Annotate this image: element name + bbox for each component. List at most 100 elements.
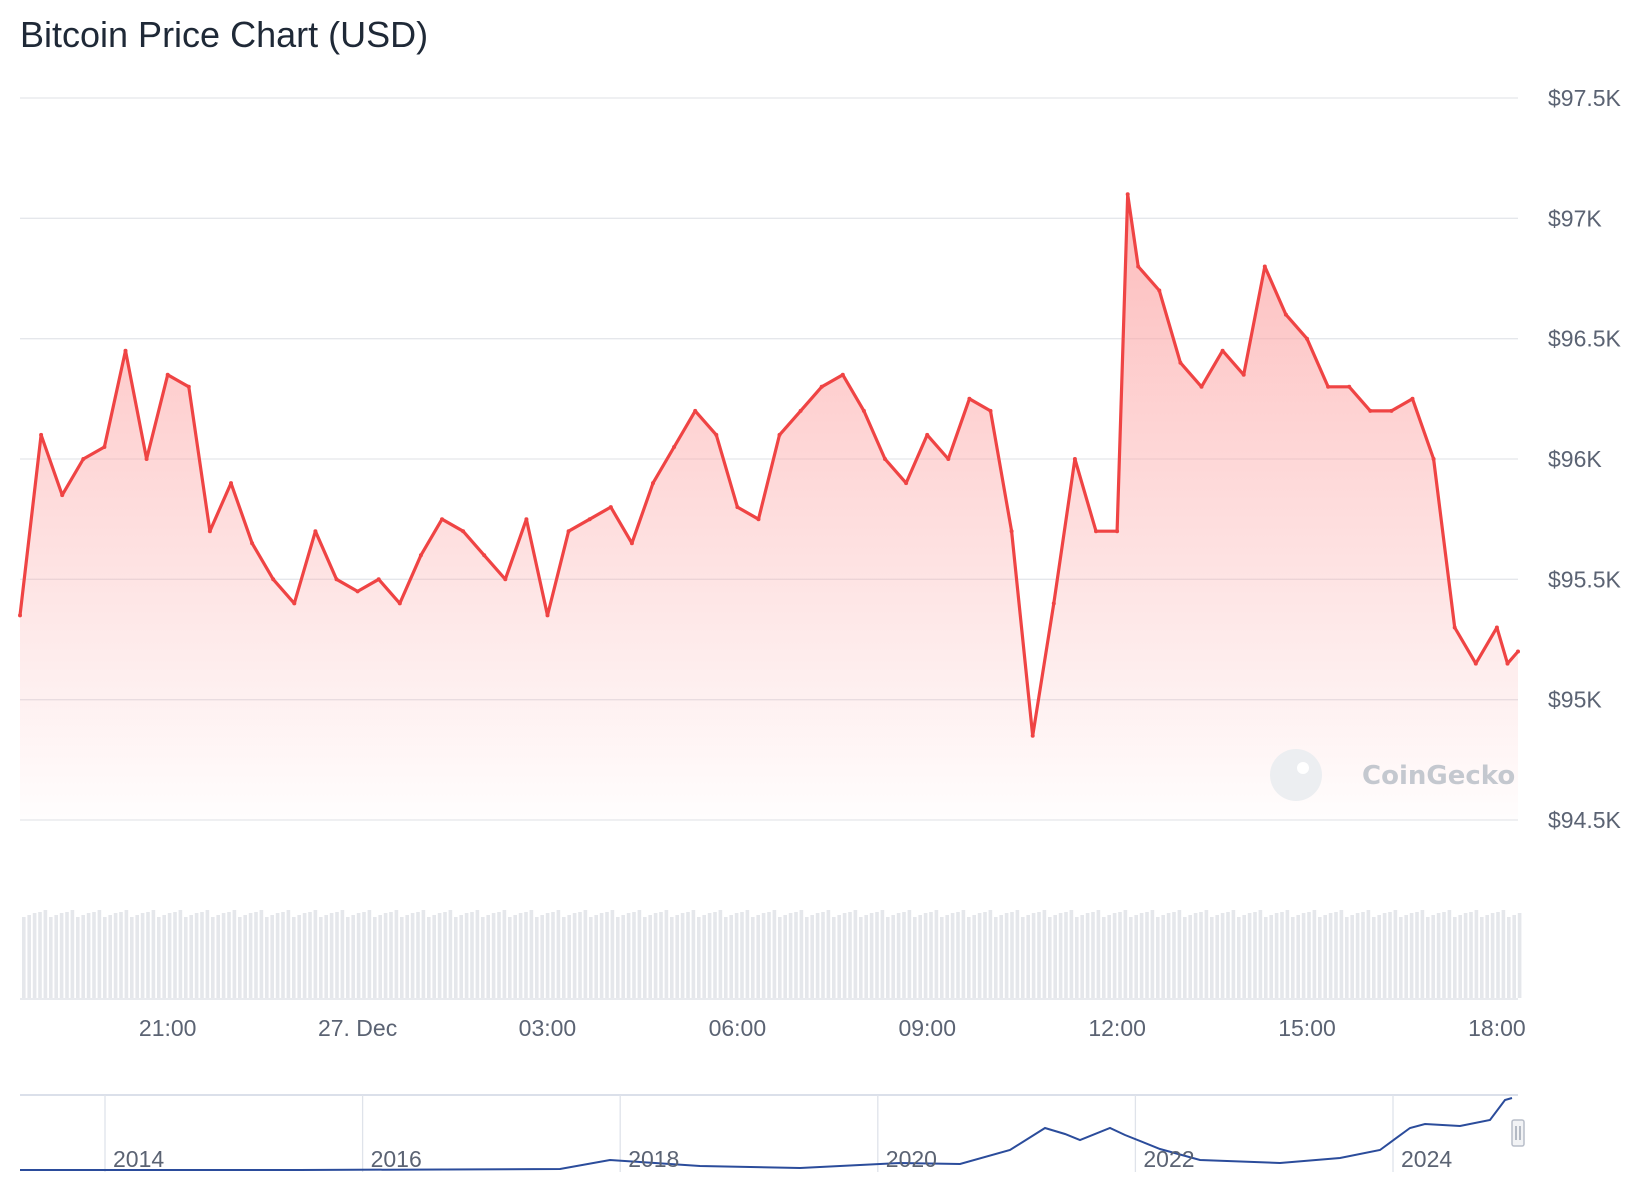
volume-bar	[648, 915, 652, 998]
price-point[interactable]	[1326, 384, 1331, 389]
price-point[interactable]	[39, 432, 44, 437]
price-point[interactable]	[1051, 601, 1056, 606]
price-point[interactable]	[271, 577, 276, 582]
x-tick-label: 15:00	[1278, 1015, 1336, 1041]
price-point[interactable]	[629, 541, 634, 546]
volume-bar	[599, 913, 604, 998]
price-point[interactable]	[292, 601, 297, 606]
volume-bar	[562, 917, 566, 998]
price-point[interactable]	[1473, 661, 1478, 666]
price-point[interactable]	[397, 601, 402, 606]
price-point[interactable]	[967, 396, 972, 401]
volume-bar	[848, 912, 852, 998]
price-point[interactable]	[1410, 396, 1415, 401]
price-point[interactable]	[1389, 408, 1394, 413]
volume-bar	[869, 913, 874, 998]
y-tick-label: $96.5K	[1548, 326, 1622, 352]
price-point[interactable]	[819, 384, 824, 389]
price-point[interactable]	[81, 457, 86, 461]
price-point[interactable]	[587, 517, 592, 522]
price-point[interactable]	[693, 408, 698, 413]
price-point[interactable]	[904, 481, 909, 486]
volume-bar	[1053, 915, 1057, 998]
price-point[interactable]	[1494, 625, 1499, 630]
price-point[interactable]	[60, 493, 65, 498]
price-point[interactable]	[1305, 336, 1309, 341]
price-point[interactable]	[1241, 372, 1246, 377]
price-point[interactable]	[861, 408, 866, 413]
price-point[interactable]	[1368, 408, 1373, 413]
volume-bar	[324, 915, 328, 998]
price-point[interactable]	[714, 432, 719, 437]
price-point[interactable]	[250, 541, 255, 546]
price-point[interactable]	[672, 445, 677, 449]
volume-bar	[475, 910, 480, 998]
price-point[interactable]	[1178, 360, 1183, 365]
price-point[interactable]	[651, 481, 655, 486]
price-point[interactable]	[165, 372, 170, 377]
price-point[interactable]	[1009, 529, 1014, 534]
price-point[interactable]	[1262, 264, 1267, 269]
volume-bar	[335, 912, 339, 998]
price-point[interactable]	[376, 577, 381, 582]
price-point[interactable]	[1431, 457, 1436, 461]
volume-bar	[1075, 917, 1079, 998]
price-point[interactable]	[756, 517, 761, 522]
navigator-grid	[104, 1095, 1394, 1172]
price-point[interactable]	[102, 445, 107, 449]
price-point[interactable]	[123, 348, 128, 353]
volume-bar	[1150, 910, 1155, 998]
price-point[interactable]	[840, 372, 845, 377]
price-point[interactable]	[1157, 288, 1162, 293]
price-point[interactable]	[1199, 384, 1204, 389]
volume-bar	[626, 913, 631, 998]
volume-bar	[319, 917, 323, 998]
volume-bar	[1485, 915, 1489, 998]
price-point[interactable]	[1125, 192, 1130, 197]
navigator[interactable]: 2014 2016 2018 2020 2022 2024	[20, 1094, 1525, 1172]
price-point[interactable]	[524, 517, 529, 522]
price-point[interactable]	[482, 553, 487, 558]
price-point[interactable]	[925, 432, 930, 437]
price-point[interactable]	[503, 577, 508, 582]
price-point[interactable]	[1516, 649, 1520, 654]
price-point[interactable]	[1136, 264, 1141, 269]
price-point[interactable]	[1115, 529, 1120, 534]
navigator-handle[interactable]	[1511, 1119, 1525, 1147]
price-point[interactable]	[1030, 733, 1035, 738]
price-point[interactable]	[946, 457, 951, 461]
price-point[interactable]	[1505, 661, 1510, 666]
price-point[interactable]	[1094, 529, 1098, 534]
price-point[interactable]	[566, 529, 571, 534]
volume-bar	[637, 910, 642, 998]
price-line[interactable]	[18, 192, 1520, 738]
price-point[interactable]	[545, 613, 550, 618]
price-point[interactable]	[418, 553, 423, 558]
price-point[interactable]	[735, 505, 740, 510]
price-point[interactable]	[313, 529, 318, 534]
price-point[interactable]	[461, 529, 466, 534]
price-point[interactable]	[608, 505, 613, 510]
price-point[interactable]	[988, 408, 993, 413]
price-point[interactable]	[1072, 457, 1077, 461]
volume-bar	[583, 910, 588, 998]
price-point[interactable]	[440, 517, 444, 522]
price-point[interactable]	[144, 457, 149, 461]
price-point[interactable]	[1452, 625, 1457, 630]
price-point[interactable]	[18, 613, 22, 618]
price-point[interactable]	[1220, 348, 1225, 353]
navigator-year-label: 2020	[886, 1146, 937, 1172]
plot-area[interactable]	[18, 192, 1520, 821]
price-point[interactable]	[334, 577, 339, 582]
price-point[interactable]	[207, 529, 212, 534]
price-point[interactable]	[798, 408, 803, 413]
volume-bar	[632, 912, 636, 998]
price-point[interactable]	[777, 432, 782, 437]
price-point[interactable]	[1283, 312, 1288, 317]
price-point[interactable]	[883, 457, 887, 461]
price-point[interactable]	[355, 589, 360, 594]
price-point[interactable]	[229, 481, 233, 486]
price-point[interactable]	[1347, 384, 1352, 389]
price-point[interactable]	[186, 384, 191, 389]
